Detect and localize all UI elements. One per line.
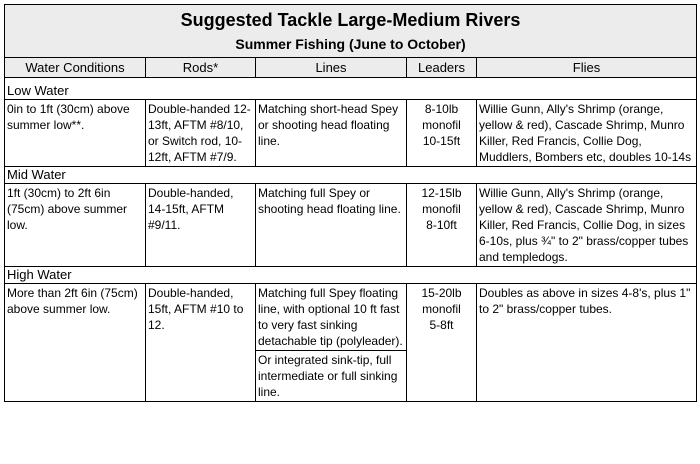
lines-high-option-a: Matching full Spey floating line, with o… [258, 286, 403, 348]
cell-leaders-high: 15-20lb monofil 5-8ft [406, 283, 477, 402]
title-row: Suggested Tackle Large-Medium Rivers Sum… [3, 4, 698, 58]
col-header-rods: Rods* [145, 57, 256, 78]
section-label-mid: Mid Water [3, 166, 698, 184]
section-label-low: Low Water [3, 77, 698, 100]
leader-material-high: monofil [422, 302, 461, 316]
cell-leaders-mid: 12-15lb monofil 8-10ft [406, 183, 477, 267]
cell-water-mid: 1ft (30cm) to 2ft 6in (75cm) above summe… [4, 183, 146, 267]
leader-strength-low: 8-10lb [424, 102, 459, 116]
table-subtitle: Summer Fishing (June to October) [235, 36, 466, 52]
leader-strength-high: 15-20lb [421, 286, 462, 300]
tackle-sheet: Suggested Tackle Large-Medium Rivers Sum… [3, 4, 698, 402]
leader-material-mid: monofil [422, 202, 461, 216]
cell-water-high: More than 2ft 6in (75cm) above summer lo… [4, 283, 146, 402]
section-label-high: High Water [3, 266, 698, 284]
table-row-mid: 1ft (30cm) to 2ft 6in (75cm) above summe… [4, 183, 698, 267]
leader-length-high: 5-8ft [429, 318, 454, 332]
leader-strength-mid: 12-15lb [421, 186, 462, 200]
table-row-low: 0in to 1ft (30cm) above summer low**. Do… [4, 99, 698, 167]
cell-leaders-low: 8-10lb monofil 10-15ft [406, 99, 477, 167]
cell-lines-high: Matching full Spey floating line, with o… [255, 283, 407, 402]
cell-flies-mid: Willie Gunn, Ally's Shrimp (orange, yell… [475, 183, 698, 267]
section-row-high: High Water [3, 266, 698, 284]
cell-flies-high: Doubles as above in sizes 4-8's, plus 1"… [475, 283, 698, 402]
cell-lines-mid: Matching full Spey or shooting head floa… [255, 183, 407, 267]
tackle-table: Suggested Tackle Large-Medium Rivers Sum… [3, 4, 698, 402]
cell-rods-low: Double-handed 12-13ft, AFTM #8/10, or Sw… [145, 99, 256, 167]
cell-rods-high: Double-handed, 15ft, AFTM #10 to 12. [145, 283, 256, 402]
col-header-water: Water Conditions [4, 57, 146, 78]
leader-length-low: 10-15ft [422, 134, 461, 148]
title-cell: Suggested Tackle Large-Medium Rivers Sum… [3, 4, 698, 58]
cell-rods-mid: Double-handed, 14-15ft, AFTM #9/11. [145, 183, 256, 267]
header-row: Water Conditions Rods* Lines Leaders Fli… [4, 57, 698, 78]
lines-high-option-b: Or integrated sink-tip, full intermediat… [256, 350, 406, 401]
col-header-flies: Flies [475, 57, 698, 78]
cell-flies-low: Willie Gunn, Ally's Shrimp (orange, yell… [475, 99, 698, 167]
section-row-mid: Mid Water [3, 166, 698, 184]
col-header-lines: Lines [255, 57, 407, 78]
table-row-high: More than 2ft 6in (75cm) above summer lo… [4, 283, 698, 402]
cell-lines-low: Matching short-head Spey or shooting hea… [255, 99, 407, 167]
table-title: Suggested Tackle Large-Medium Rivers [180, 10, 521, 30]
cell-water-low: 0in to 1ft (30cm) above summer low**. [4, 99, 146, 167]
leader-length-mid: 8-10ft [426, 218, 457, 232]
leader-material-low: monofil [422, 118, 461, 132]
col-header-leaders: Leaders [406, 57, 477, 78]
section-row-low: Low Water [3, 77, 698, 100]
